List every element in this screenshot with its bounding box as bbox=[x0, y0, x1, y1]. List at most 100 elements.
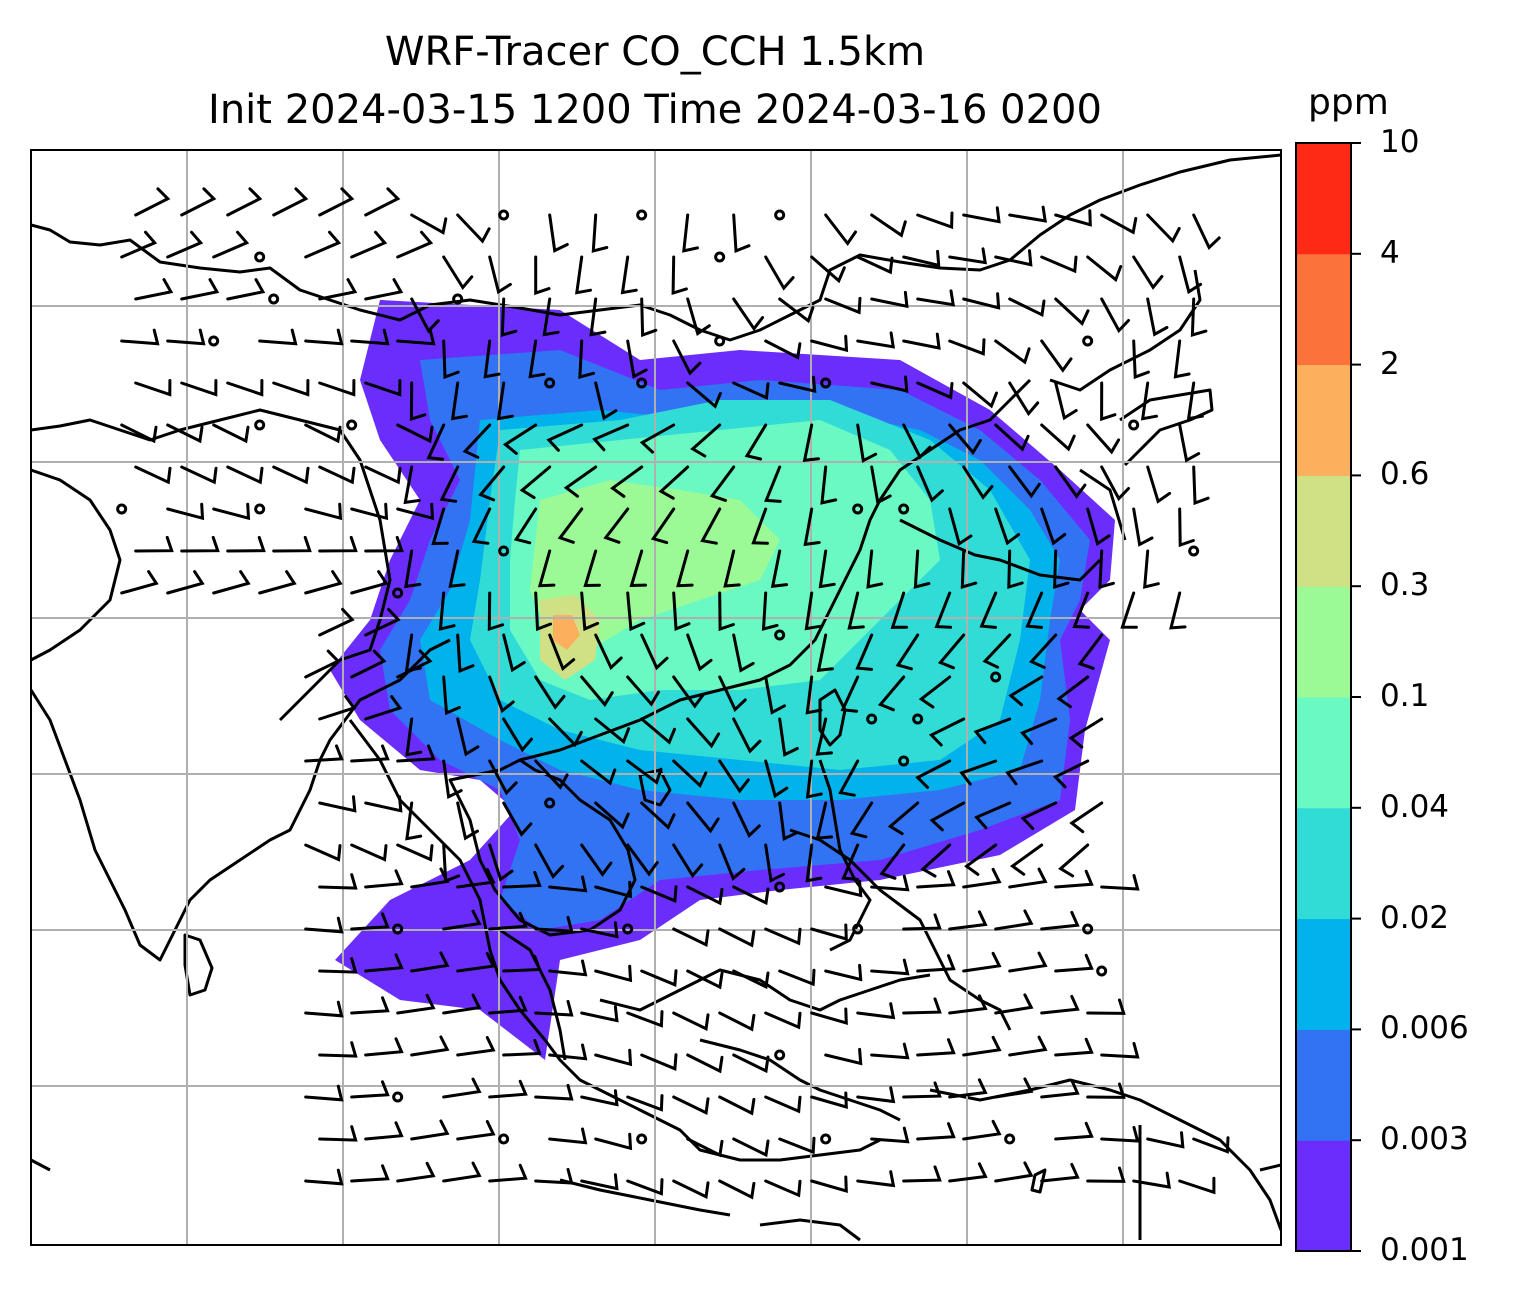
wind-barb bbox=[502, 633, 526, 673]
calm-wind-marker bbox=[852, 923, 864, 935]
wind-barb bbox=[1100, 1042, 1140, 1059]
calm-wind-marker bbox=[852, 503, 864, 515]
wind-barb bbox=[718, 927, 756, 948]
wind-barbs bbox=[116, 187, 1230, 1200]
wind-barb bbox=[1054, 953, 1094, 973]
wind-barb bbox=[456, 801, 479, 841]
wind-barb bbox=[1086, 423, 1121, 455]
wind-barb bbox=[974, 801, 1012, 830]
calm-wind-marker bbox=[774, 629, 786, 641]
wind-barb bbox=[134, 379, 172, 397]
wind-barb bbox=[318, 873, 358, 890]
wind-barb bbox=[928, 717, 966, 747]
wind-barb bbox=[350, 1080, 390, 1099]
wind-barb bbox=[364, 1121, 404, 1141]
wind-barb bbox=[1008, 465, 1041, 499]
wind-barb bbox=[610, 465, 644, 498]
wind-barb bbox=[1008, 297, 1046, 318]
wind-barb bbox=[841, 843, 860, 881]
colorbar-tick-label: 0.006 bbox=[1380, 1010, 1469, 1047]
wind-barb bbox=[815, 717, 833, 756]
wind-barb bbox=[764, 675, 786, 715]
wind-barb bbox=[718, 1179, 756, 1200]
wind-barb bbox=[226, 187, 263, 217]
calm-wind-marker bbox=[498, 545, 510, 557]
wind-barb bbox=[594, 964, 633, 983]
wind-barb bbox=[410, 1119, 450, 1141]
colorbar-band bbox=[1296, 807, 1351, 920]
wind-barb bbox=[751, 507, 769, 545]
wind-barb bbox=[488, 995, 528, 1015]
wind-barb bbox=[580, 675, 614, 708]
wind-barb bbox=[718, 759, 750, 794]
wind-barb bbox=[902, 913, 942, 931]
wind-barb bbox=[1040, 1078, 1080, 1099]
wind-barb bbox=[1020, 717, 1058, 745]
wind-barb bbox=[856, 423, 878, 463]
wind-barb bbox=[620, 255, 638, 295]
wind-barb bbox=[1100, 1126, 1140, 1143]
calm-wind-marker bbox=[392, 923, 404, 935]
wind-barb bbox=[364, 607, 401, 637]
calm-wind-marker bbox=[498, 1133, 510, 1145]
wind-barb bbox=[870, 290, 909, 309]
wind-barb bbox=[764, 339, 802, 360]
wind-barb bbox=[672, 759, 708, 789]
calm-wind-marker bbox=[636, 209, 648, 221]
wind-barb bbox=[548, 213, 569, 253]
wind-barb bbox=[626, 843, 659, 877]
wind-barb bbox=[442, 993, 482, 1015]
wind-barb bbox=[962, 867, 1002, 889]
wind-barb bbox=[502, 1038, 542, 1057]
wind-barb bbox=[672, 339, 702, 376]
colorbar-band bbox=[1296, 143, 1351, 255]
wind-barb bbox=[396, 1161, 436, 1183]
wind-barb bbox=[488, 843, 514, 882]
colorbar-tick-label: 0.6 bbox=[1380, 456, 1430, 493]
wind-barb bbox=[583, 549, 601, 588]
wind-barb bbox=[1054, 209, 1092, 227]
wind-barb bbox=[626, 591, 646, 632]
wind-barb bbox=[824, 963, 863, 982]
wind-barb bbox=[548, 1043, 588, 1061]
colorbar-band bbox=[1296, 697, 1351, 809]
wind-barb bbox=[442, 909, 482, 931]
wind-barb bbox=[816, 633, 834, 673]
wind-barb bbox=[410, 951, 450, 973]
wind-barb bbox=[916, 1122, 956, 1141]
wind-barb bbox=[1098, 549, 1115, 589]
wind-barb bbox=[438, 591, 456, 631]
wind-barb bbox=[534, 255, 551, 296]
wind-barb bbox=[180, 535, 220, 553]
wind-barb bbox=[870, 1042, 910, 1060]
wind-barb bbox=[870, 874, 910, 892]
wind-barb bbox=[948, 910, 988, 931]
wind-barb bbox=[902, 997, 942, 1015]
wind-barb bbox=[840, 675, 860, 713]
wind-barb bbox=[304, 1000, 344, 1018]
wind-barb bbox=[180, 379, 218, 397]
wind-barb bbox=[810, 255, 846, 284]
calm-wind-marker bbox=[452, 293, 464, 305]
wind-barb bbox=[639, 423, 676, 454]
calm-wind-marker bbox=[1082, 335, 1094, 347]
wind-barb bbox=[915, 759, 952, 789]
wind-barb bbox=[1086, 1082, 1126, 1099]
wind-barb bbox=[1054, 1121, 1094, 1141]
wind-barb bbox=[1120, 591, 1138, 629]
wind-barb bbox=[1132, 255, 1164, 290]
wind-barb bbox=[442, 1077, 482, 1099]
wind-barb bbox=[838, 759, 860, 797]
wind-barb bbox=[948, 247, 988, 265]
wind-barb bbox=[887, 801, 920, 836]
wind-barb bbox=[732, 297, 764, 332]
wind-barb bbox=[442, 339, 460, 380]
wind-barb bbox=[1086, 1166, 1126, 1183]
wind-barb bbox=[1052, 759, 1090, 789]
wind-barb bbox=[709, 465, 736, 502]
calm-wind-marker bbox=[544, 797, 556, 809]
wind-barb bbox=[410, 867, 450, 889]
wind-barb bbox=[916, 211, 954, 230]
wind-barb bbox=[764, 1095, 802, 1114]
